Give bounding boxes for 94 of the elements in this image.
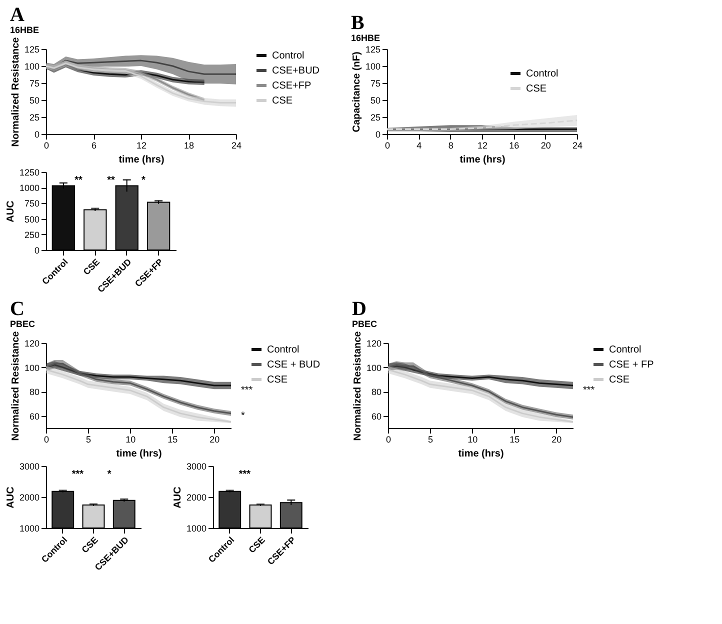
y-tick-label: 2000 bbox=[19, 492, 40, 502]
legend-label: Control bbox=[272, 50, 304, 62]
y-tick-label: 250 bbox=[24, 230, 40, 240]
legend-label: Control bbox=[526, 68, 558, 80]
y-axis-title: Normalized Resistance bbox=[352, 330, 364, 441]
annotation: ** bbox=[107, 175, 115, 186]
legend-label: CSE+BUD bbox=[272, 66, 320, 76]
y-tick-label: 125 bbox=[365, 44, 380, 54]
x-tick-label: 6 bbox=[91, 140, 97, 150]
x-tick-label: 16 bbox=[509, 140, 520, 150]
chart-title: B bbox=[350, 12, 364, 34]
y-tick-label: 0 bbox=[34, 246, 40, 256]
x-axis-title: time (hrs) bbox=[458, 448, 504, 460]
x-tick-label: 15 bbox=[168, 434, 178, 444]
x-tick-label: 15 bbox=[510, 434, 520, 444]
x-tick-label: 24 bbox=[231, 140, 242, 150]
y-tick-label: 100 bbox=[24, 62, 40, 72]
annotation: *** bbox=[72, 469, 84, 480]
x-tick-label: 8 bbox=[448, 140, 454, 150]
y-tick-label: 75 bbox=[370, 78, 380, 88]
y-tick-label: 3000 bbox=[186, 462, 206, 472]
y-tick-label: 120 bbox=[24, 338, 40, 348]
chart-subtitle: 16HBE bbox=[350, 33, 380, 43]
y-axis-title: AUC bbox=[5, 486, 16, 508]
x-axis-title: time (hrs) bbox=[460, 154, 506, 166]
x-tick-label: 5 bbox=[428, 434, 434, 444]
x-tick-label: 10 bbox=[468, 434, 478, 444]
y-tick-label: 1000 bbox=[19, 524, 40, 534]
x-tick-label: 5 bbox=[86, 434, 92, 444]
y-tick-label: 120 bbox=[366, 338, 382, 348]
x-tick-label: 4 bbox=[416, 140, 422, 150]
y-tick-label: 100 bbox=[24, 362, 40, 373]
y-axis-title: AUC bbox=[172, 486, 184, 508]
y-axis-title: Normalized Resistance bbox=[10, 330, 22, 441]
legend-label: CSE bbox=[272, 96, 293, 106]
y-tick-label: 50 bbox=[370, 96, 380, 106]
x-axis-title: time (hrs) bbox=[118, 154, 164, 166]
y-tick-label: 500 bbox=[24, 214, 40, 224]
chart-title: A bbox=[10, 4, 25, 26]
x-tick-label: 24 bbox=[572, 140, 583, 150]
text: *** bbox=[583, 384, 595, 396]
x-tick-label: 20 bbox=[210, 434, 220, 444]
x-tick-label: 0 bbox=[44, 140, 50, 150]
annotation: * bbox=[107, 469, 112, 480]
text: *** bbox=[241, 384, 253, 396]
y-tick-label: 25 bbox=[370, 112, 380, 122]
x-tick-label: 20 bbox=[552, 434, 562, 444]
x-tick-label: 0 bbox=[44, 434, 50, 444]
chart-subtitle: 16HBE bbox=[10, 24, 39, 35]
x-tick-label: 18 bbox=[184, 140, 194, 150]
legend-label: Control bbox=[267, 344, 300, 356]
y-tick-label: 750 bbox=[24, 198, 40, 209]
x-tick-label: 0 bbox=[384, 140, 390, 150]
y-tick-label: 60 bbox=[29, 411, 40, 422]
y-tick-label: 75 bbox=[29, 78, 40, 88]
y-tick-label: 100 bbox=[366, 362, 382, 373]
text: * bbox=[241, 410, 245, 422]
y-tick-label: 3000 bbox=[19, 462, 40, 472]
y-tick-label: 80 bbox=[371, 387, 382, 398]
y-tick-label: 100 bbox=[365, 62, 380, 72]
y-axis-title: Capacitance (nF) bbox=[351, 52, 362, 132]
legend-label: CSE bbox=[267, 374, 288, 386]
legend-label: CSE + FP bbox=[609, 360, 654, 370]
x-tick-label: 12 bbox=[477, 140, 488, 150]
legend-label: Control bbox=[609, 344, 642, 356]
chart-title: D bbox=[352, 298, 366, 320]
x-tick-label: 12 bbox=[136, 140, 147, 150]
y-tick-label: 2000 bbox=[186, 492, 206, 502]
y-axis-title: Normalized Resistance bbox=[10, 36, 22, 147]
legend-label: CSE bbox=[526, 84, 547, 94]
legend-label: CSE + BUD bbox=[267, 360, 320, 370]
y-tick-label: 50 bbox=[29, 96, 40, 106]
y-tick-label: 1250 bbox=[19, 168, 40, 178]
y-tick-label: 0 bbox=[375, 130, 380, 140]
annotation: *** bbox=[238, 469, 251, 480]
x-tick-label: 10 bbox=[126, 434, 136, 444]
y-tick-label: 1000 bbox=[186, 524, 206, 534]
legend-label: CSE+FP bbox=[272, 80, 312, 92]
x-axis-title: time (hrs) bbox=[116, 448, 162, 460]
y-tick-label: 80 bbox=[29, 387, 40, 398]
y-tick-label: 25 bbox=[29, 112, 40, 122]
y-tick-label: 125 bbox=[24, 44, 40, 54]
y-axis-title: AUC bbox=[5, 200, 16, 222]
annotation: ** bbox=[74, 175, 82, 186]
y-tick-label: 60 bbox=[371, 411, 382, 422]
x-tick-label: 20 bbox=[540, 140, 551, 150]
chart-subtitle: PBEC bbox=[10, 318, 36, 329]
y-tick-label: 1000 bbox=[19, 183, 40, 194]
chart-title: C bbox=[10, 298, 24, 320]
legend-label: CSE bbox=[609, 374, 630, 386]
annotation: * bbox=[142, 175, 146, 186]
y-tick-label: 0 bbox=[34, 130, 40, 140]
x-tick-label: 0 bbox=[386, 434, 392, 444]
chart-subtitle: PBEC bbox=[352, 318, 378, 329]
